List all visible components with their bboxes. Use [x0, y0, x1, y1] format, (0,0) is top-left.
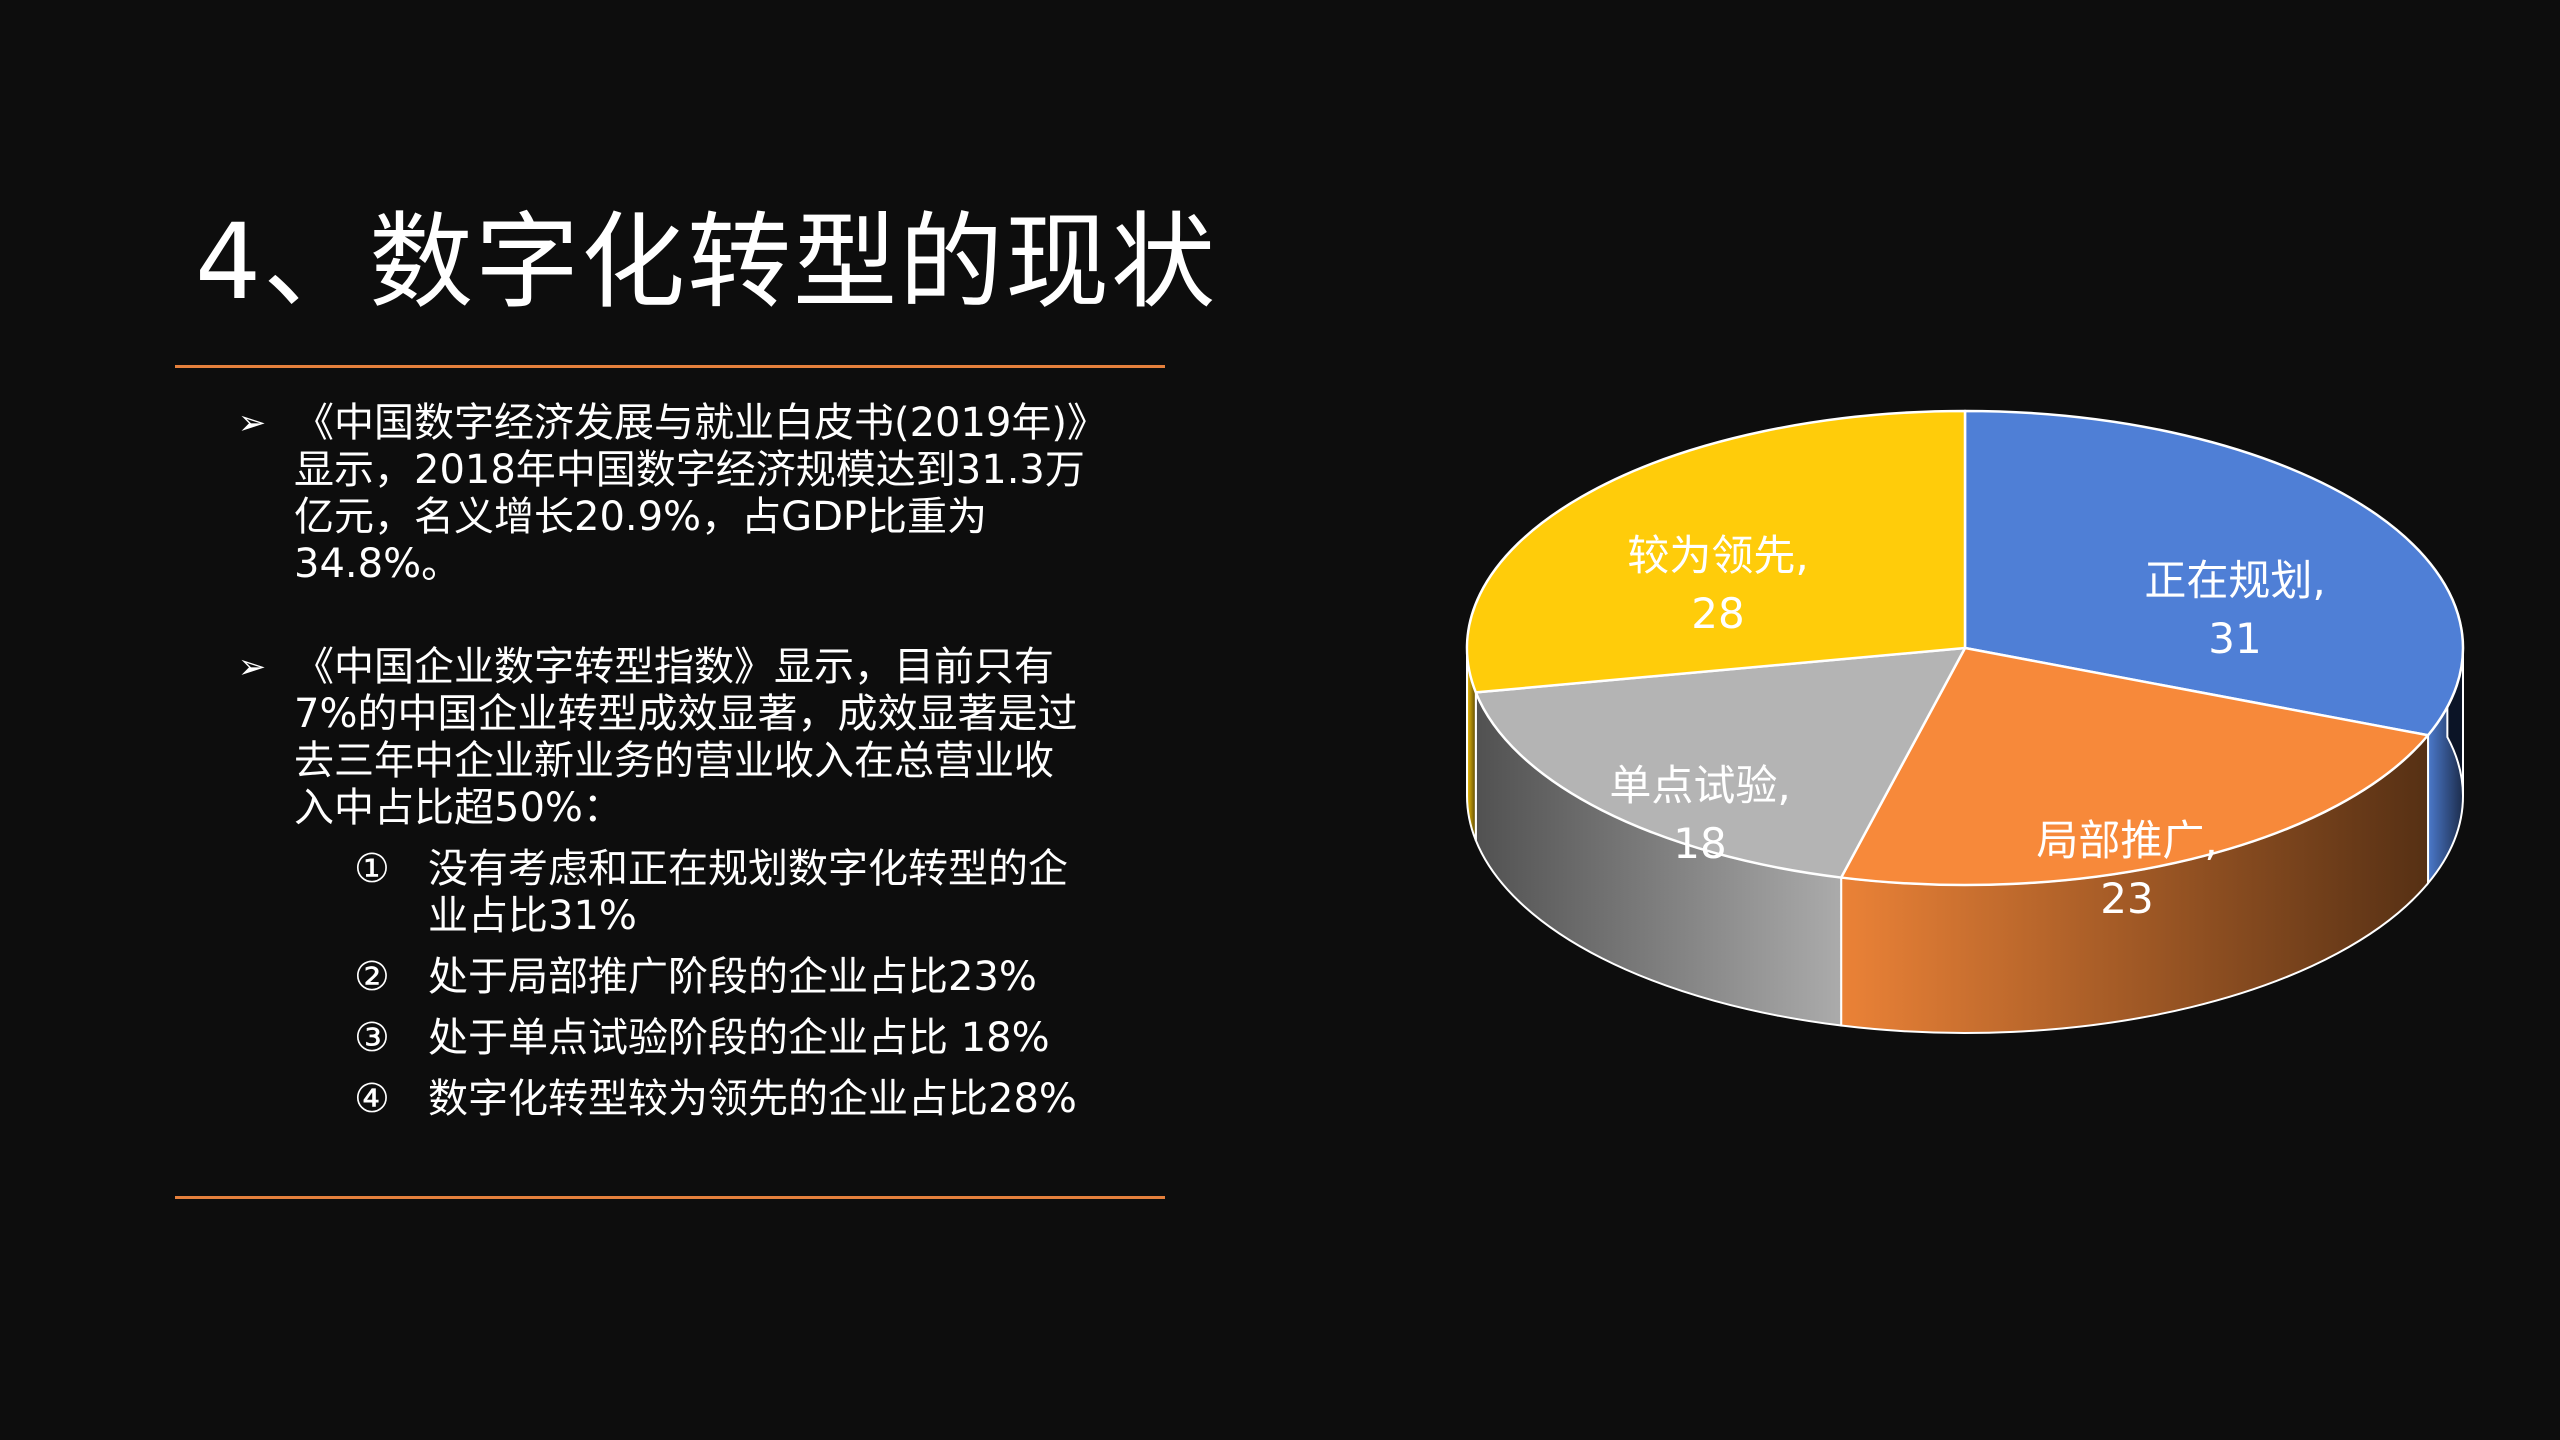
numbered-item: ③ 处于单点试验阶段的企业占比 18% — [354, 1015, 1132, 1062]
bullet-line: 《中国企业数字转型指数》显示，目前只有 — [294, 644, 1054, 690]
item-line: 业占比31% — [428, 893, 637, 939]
bullet-line: 亿元，名义增长20.9%，占GDP比重为34.8%。 — [294, 494, 987, 587]
pie-slice-pilot — [1474, 646, 1967, 879]
numbered-item: ② 处于局部推广阶段的企业占比23% — [354, 954, 1132, 1001]
pie-label-value-leading: 28 — [1691, 589, 1744, 638]
bullet-digital-economy: ➢ 《中国数字经济发展与就业白皮书(2019年)》 显示，2018年中国数字经济… — [232, 400, 1132, 588]
pie-label-name-leading: 较为领先, — [1627, 531, 1808, 580]
numbered-item: ④ 数字化转型较为领先的企业占比28% — [354, 1076, 1132, 1123]
divider-top — [175, 365, 1165, 368]
bullet-line: 入中占比超50%： — [294, 785, 623, 831]
pie-label-name-planning: 正在规划, — [2144, 556, 2325, 605]
pie-label-value-planning: 31 — [2208, 614, 2261, 663]
slide-title: 4、数字化转型的现状 — [195, 201, 1218, 323]
pie-slice-planning — [1963, 409, 2465, 737]
item-number: ① — [354, 846, 390, 892]
bullet-line: 显示，2018年中国数字经济规模达到31.3万 — [294, 447, 1085, 493]
numbered-list: ① 没有考虑和正在规划数字化转型的企 业占比31% ② 处于局部推广阶段的企业占… — [354, 846, 1132, 1123]
pie-label-value-pilot: 18 — [1673, 819, 1726, 868]
bullet-line: 7%的中国企业转型成效显著，成效显著是过 — [294, 691, 1078, 737]
item-line: 处于局部推广阶段的企业占比23% — [428, 954, 1037, 1000]
pie-slice-leading — [1465, 409, 1967, 694]
pie-label-name-pilot: 单点试验, — [1609, 761, 1790, 810]
bullet-transformation-index: ➢ 《中国企业数字转型指数》显示，目前只有 7%的中国企业转型成效显著，成效显著… — [232, 644, 1132, 1123]
pie-slices — [1465, 409, 2465, 887]
pie-label-value-partial-rollout: 23 — [2100, 874, 2153, 923]
item-number: ③ — [354, 1015, 390, 1061]
item-number: ④ — [354, 1076, 390, 1122]
bullet-line: 《中国数字经济发展与就业白皮书(2019年)》 — [294, 400, 1108, 446]
item-number: ② — [354, 954, 390, 1000]
pie-label-name-partial-rollout: 局部推广, — [2036, 816, 2217, 865]
bullet-line: 去三年中企业新业务的营业收入在总营业收 — [294, 738, 1054, 784]
item-line: 没有考虑和正在规划数字化转型的企 — [428, 846, 1068, 892]
item-line: 处于单点试验阶段的企业占比 18% — [428, 1015, 1050, 1061]
pie-slice-partial-rollout — [1839, 646, 2430, 887]
divider-bottom — [175, 1196, 1165, 1199]
arrow-bullet-icon: ➢ — [237, 647, 267, 687]
arrow-bullet-icon: ➢ — [237, 403, 267, 443]
pie-chart: 正在规划, 31 局部推广, 23 单点试验, 18 较为领先, 28 — [1465, 409, 2465, 1034]
numbered-item: ① 没有考虑和正在规划数字化转型的企 业占比31% — [354, 846, 1132, 940]
item-line: 数字化转型较为领先的企业占比28% — [428, 1076, 1077, 1122]
pie-data-labels: 正在规划, 31 局部推广, 23 单点试验, 18 较为领先, 28 — [1609, 531, 2325, 923]
bullet-list: ➢ 《中国数字经济发展与就业白皮书(2019年)》 显示，2018年中国数字经济… — [232, 400, 1132, 1137]
